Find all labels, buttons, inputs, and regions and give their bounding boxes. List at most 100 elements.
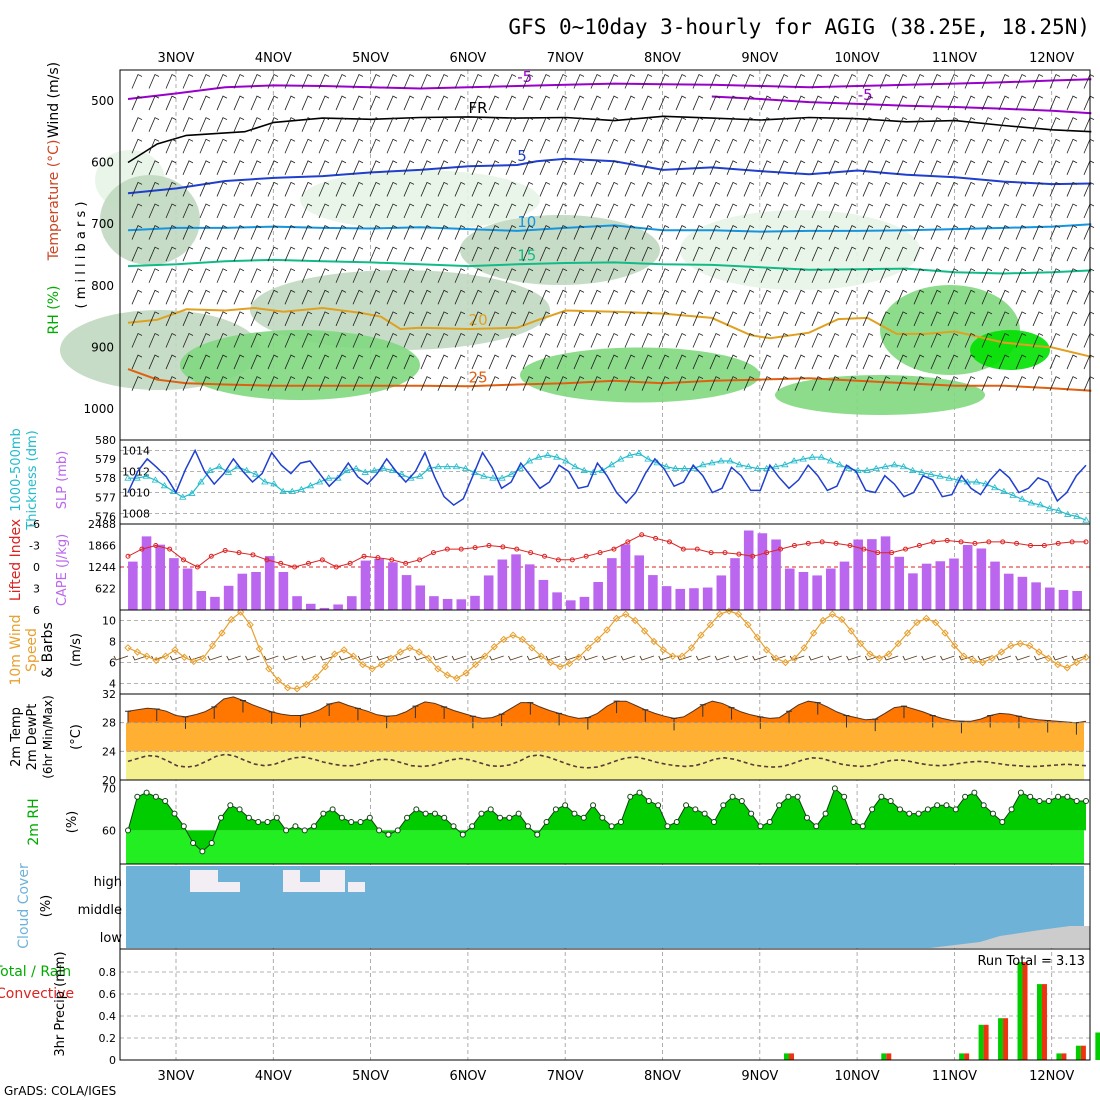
precip-convective-bar — [1003, 1018, 1009, 1060]
rh-point — [664, 823, 671, 830]
wind-barb — [301, 246, 313, 262]
wind-barb — [692, 311, 704, 327]
thickness-point — [616, 455, 625, 462]
wind-barb — [1049, 311, 1061, 327]
wind-barb — [998, 160, 1010, 175]
wind-barb — [165, 268, 177, 283]
thickness-point — [398, 470, 406, 477]
wind-speed-point — [274, 676, 282, 685]
wind-barb — [369, 332, 381, 348]
wind-speed-point — [499, 635, 508, 644]
wind-barb — [1066, 354, 1078, 370]
wind-barb — [284, 117, 296, 132]
wind-barb — [573, 376, 585, 391]
wind-barb — [369, 117, 381, 132]
wind-barb — [930, 268, 942, 283]
surface-wind-barb — [639, 655, 655, 661]
thickness-tick-label: 578 — [95, 472, 116, 485]
wind-barb — [539, 289, 551, 305]
wind-barb — [131, 73, 143, 89]
wind-barb — [182, 73, 194, 89]
wind-barb — [284, 354, 296, 370]
cape-bar — [251, 571, 261, 610]
wind-barb — [420, 73, 432, 89]
wind-barb — [471, 311, 483, 327]
thickness-point — [279, 487, 287, 494]
wind-barb — [573, 181, 585, 197]
wind-barb — [709, 181, 721, 197]
wind-barb — [998, 73, 1010, 89]
wind-barb — [403, 354, 415, 370]
wind-barb — [964, 73, 976, 89]
wind-barb — [216, 354, 228, 370]
wind-barb — [1032, 246, 1044, 262]
p4-speed-label: Speed — [24, 628, 40, 672]
temperature-minmax-bar — [268, 711, 275, 724]
rh-point — [934, 802, 941, 809]
li-point — [375, 555, 381, 561]
wind-barb — [845, 376, 857, 391]
wind-barb — [658, 225, 670, 240]
wind-barb — [641, 73, 653, 89]
precip-total-bar — [998, 1018, 1004, 1060]
surface-wind-barb — [695, 655, 711, 661]
thickness-point — [635, 449, 643, 456]
rh-point — [283, 827, 290, 834]
wind-barb — [148, 311, 160, 327]
wind-barb — [1066, 203, 1078, 219]
temperature-minmax-bar — [900, 705, 907, 719]
li-point — [666, 539, 672, 545]
wind-barb — [862, 73, 874, 89]
wind-barb — [1066, 268, 1078, 283]
wind-barb — [267, 117, 279, 132]
wind-speed-point — [894, 639, 902, 648]
cape-bar — [730, 558, 740, 610]
wind-speed-point — [885, 650, 893, 658]
wind-speed-point — [687, 644, 696, 652]
rh-point — [989, 810, 996, 817]
p1-temp-label: Temperature (°C) — [46, 140, 62, 262]
rh-point — [915, 810, 922, 817]
wind-barb — [1049, 181, 1061, 197]
wind-barb — [165, 160, 177, 175]
wind-barb — [692, 73, 704, 89]
wind-barb — [131, 181, 143, 197]
wind-barb — [658, 376, 670, 391]
wind-barb — [522, 95, 534, 111]
wind-barb — [743, 246, 755, 262]
rh-point — [441, 814, 448, 821]
wind-barb — [828, 225, 840, 240]
thickness-point — [489, 474, 497, 481]
wind-barb — [335, 138, 347, 154]
wind-barb — [454, 268, 466, 283]
wind-barb — [590, 311, 602, 327]
top-day-label: 12NOV — [1029, 51, 1074, 66]
thickness-point — [388, 466, 397, 473]
precip-total-bar — [1036, 984, 1042, 1060]
wind-barb — [981, 268, 993, 283]
li-tick-label: 0 — [33, 561, 40, 574]
run-total-label: Run Total = 3.13 — [977, 954, 1085, 969]
wind-barb — [556, 160, 568, 175]
wind-barb — [250, 181, 262, 197]
wind-barb — [199, 376, 211, 391]
wind-barb — [692, 138, 704, 154]
wind-barb — [437, 160, 449, 175]
wind-barb — [420, 117, 432, 132]
wind-barb — [403, 73, 415, 89]
wind-barb — [998, 311, 1010, 327]
cape-tick-label: 2488 — [88, 518, 116, 531]
isotherm-15 — [127, 258, 1092, 275]
wind-barb — [624, 289, 636, 305]
precip-total-bar — [783, 1053, 789, 1060]
wind-barb — [641, 268, 653, 283]
thickness-point — [443, 462, 452, 470]
thickness-point — [133, 474, 141, 481]
isotherm-label: 20 — [469, 311, 488, 329]
wind-barb — [811, 73, 823, 89]
wind-barb — [369, 289, 381, 305]
wind-barb — [1083, 311, 1095, 327]
wind-barb — [1015, 332, 1027, 348]
rh-point — [943, 802, 950, 809]
wind-barb — [1066, 289, 1078, 305]
